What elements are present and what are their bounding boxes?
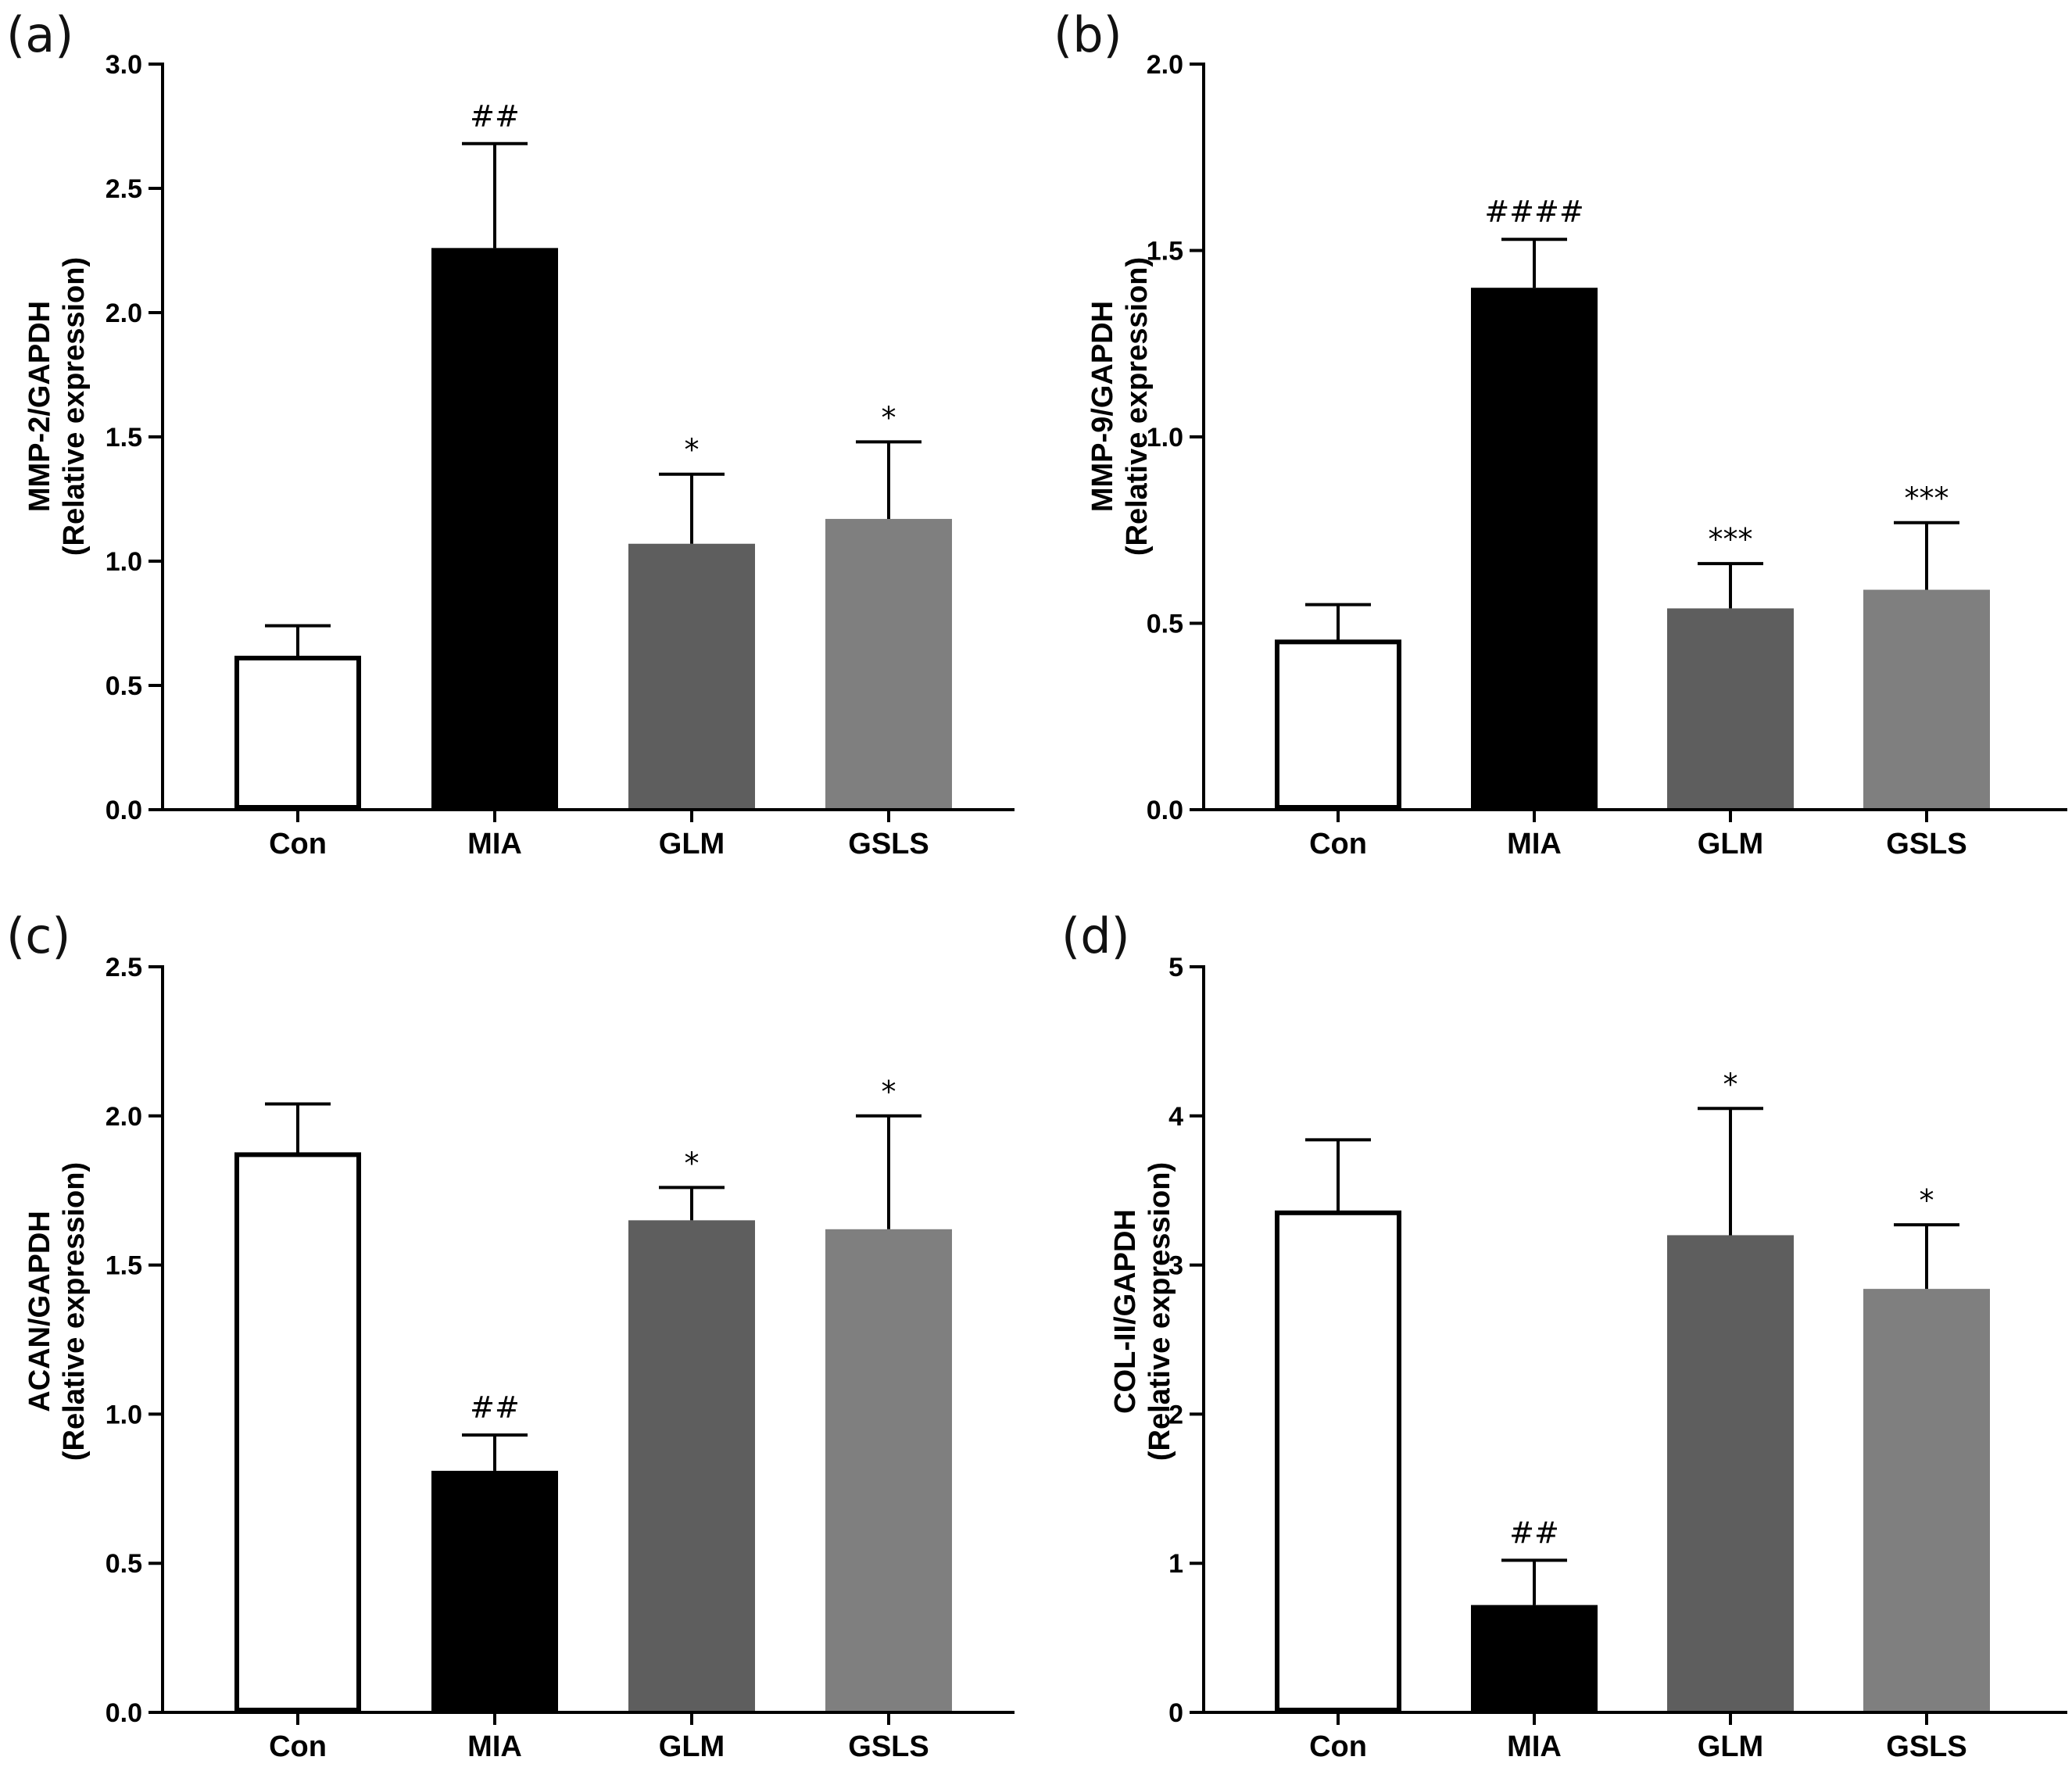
panel-c-y-tick-label-4: 2.0 [106, 1102, 142, 1132]
panel-c-bar-gsls [825, 1229, 952, 1712]
panel-d-x-tick-label-glm: GLM [1698, 1730, 1763, 1763]
panel-b-y-tick-label-1: 0.5 [1147, 610, 1183, 639]
panel-a-x-tick-label-con: Con [269, 828, 327, 860]
panel-a-y-tick-label-2: 1.0 [106, 547, 142, 577]
panel-a-significance-mia: ## [470, 99, 520, 134]
panel-a-x-tick-label-mia: MIA [467, 828, 522, 860]
panel-a-y-tick-label-1: 0.5 [106, 671, 142, 701]
panel-b-x-tick-label-gsls: GSLS [1886, 828, 1966, 860]
panel-d-bar-glm [1667, 1235, 1794, 1712]
panel-a-significance-gsls: * [882, 400, 896, 435]
panel-d-y-tick-label-4: 4 [1168, 1102, 1183, 1132]
panel-c: (c) ACAN/GAPDH (Relative expression) ## *… [0, 886, 1036, 1771]
panel-c-x-tick-label-glm: GLM [659, 1730, 725, 1763]
panel-c-y-tick-label-5: 2.5 [106, 953, 142, 982]
panel-d-significance-gsls: * [1920, 1183, 1934, 1218]
panel-b-bar-mia [1471, 288, 1598, 810]
panel-c-significance-mia: ## [470, 1390, 520, 1425]
panel-c-y-tick-label-3: 1.5 [106, 1251, 142, 1281]
panel-b-y-tick-label-3: 1.5 [1147, 237, 1183, 267]
panel-c-significance-gsls: * [882, 1075, 896, 1109]
panel-c-plot: ## * * 0.0 0.5 1.0 1.5 2.0 2.5 Con MIA GLM GSLS [106, 953, 1015, 1763]
panel-b-significance-glm: *** [1709, 522, 1753, 556]
panel-b-bar-gsls [1863, 589, 1990, 810]
panel-c-y-tick-label-1: 0.5 [106, 1549, 142, 1579]
panel-b-significance-mia: #### [1484, 195, 1584, 229]
panel-d-y-tick-label-2: 2 [1168, 1400, 1183, 1429]
panel-c-significance-glm: * [685, 1146, 700, 1180]
panel-b-y-tick-label-4: 2.0 [1147, 50, 1183, 80]
panel-c-y-tick-label-2: 1.0 [106, 1400, 142, 1429]
panel-b-y-tick-label-2: 1.0 [1147, 423, 1183, 453]
panel-b-significance-gsls: *** [1905, 481, 1949, 516]
panel-a-y-tick-label-3: 1.5 [106, 423, 142, 453]
panel-b-x-tick-label-glm: GLM [1698, 828, 1763, 860]
panel-d-bar-con [1275, 1210, 1401, 1712]
panel-c-bar-glm [628, 1220, 755, 1712]
panel-a-letter: (a) [6, 6, 74, 63]
panel-b: (b) MMP-9/GAPDH (Relative expression) ##… [1040, 0, 2072, 886]
panel-d-significance-mia: ## [1509, 1515, 1559, 1550]
panel-b-plot: #### *** *** 0.0 0.5 1.0 1.5 2.0 Con MIA GLM GSLS [1147, 50, 2067, 860]
panel-c-bar-con [234, 1152, 361, 1712]
panel-a-y-tick-label-4: 2.0 [106, 299, 142, 328]
panel-a-y-tick-label-0: 0.0 [106, 796, 142, 825]
panel-d-x-tick-label-con: Con [1309, 1730, 1367, 1763]
panel-a-plot: ## * * 0.0 0.5 1.0 1.5 2.0 2.5 3.0 Con MIA GLM GSLS [106, 50, 1015, 860]
panel-d-y-tick-label-5: 5 [1168, 953, 1183, 982]
panel-b-x-tick-label-mia: MIA [1507, 828, 1562, 860]
panel-a-bar-mia [431, 248, 558, 810]
panel-d-significance-glm: * [1723, 1067, 1738, 1101]
panel-a-bar-glm [628, 543, 755, 810]
panel-c-letter: (c) [6, 907, 71, 964]
panel-a-bar-con [234, 656, 361, 810]
panel-d-x-tick-label-mia: MIA [1507, 1730, 1562, 1763]
panel-a-y-tick-label-6: 3.0 [106, 50, 142, 80]
panel-b-y-tick-label-0: 0.0 [1147, 796, 1183, 825]
panel-a: (a) MMP-2/GAPDH (Relative expression) ##… [0, 0, 1036, 886]
panel-a-y-tick-label-5: 2.5 [106, 174, 142, 204]
panel-a-x-tick-label-gsls: GSLS [848, 828, 929, 860]
panel-b-letter: (b) [1054, 6, 1122, 63]
panel-b-x-tick-label-con: Con [1309, 828, 1367, 860]
panel-c-y-tick-label-0: 0.0 [106, 1698, 142, 1728]
panel-d-y-tick-label-3: 3 [1168, 1251, 1183, 1281]
panel-d-x-tick-label-gsls: GSLS [1886, 1730, 1966, 1763]
panel-b-bar-glm [1667, 608, 1794, 810]
panel-d-bar-mia [1471, 1605, 1598, 1712]
panel-a-bar-gsls [825, 518, 952, 810]
panel-c-x-tick-label-con: Con [269, 1730, 327, 1763]
panel-d-letter: (d) [1061, 907, 1130, 964]
panel-a-significance-glm: * [685, 433, 700, 467]
panel-d-y-tick-label-0: 0 [1168, 1698, 1183, 1728]
panel-c-x-tick-label-mia: MIA [467, 1730, 522, 1763]
panel-d-plot: ## * * 0 1 2 3 4 5 Con MIA GLM GSLS [1168, 953, 2067, 1763]
panel-d-y-tick-label-1: 1 [1168, 1549, 1183, 1579]
panel-d: (d) COL-II/GAPDH (Relative expression) #… [1040, 886, 2072, 1771]
panel-c-bar-mia [431, 1470, 558, 1712]
panel-c-x-tick-label-gsls: GSLS [848, 1730, 929, 1763]
panel-a-x-tick-label-glm: GLM [659, 828, 725, 860]
panel-b-bar-con [1275, 639, 1401, 810]
panel-d-bar-gsls [1863, 1289, 1990, 1712]
